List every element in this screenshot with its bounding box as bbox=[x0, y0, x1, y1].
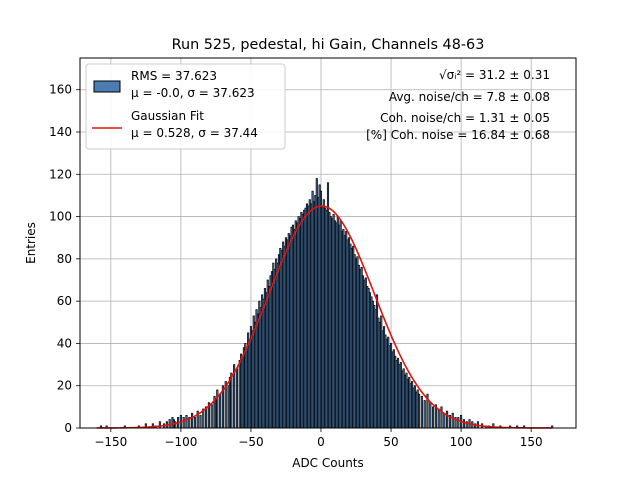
histogram-bar bbox=[235, 368, 238, 429]
histogram-bar bbox=[182, 417, 185, 429]
legend-fit-label-line2: μ = 0.528, σ = 37.44 bbox=[131, 126, 258, 140]
annotation-coh-noise-percent: [%] Coh. noise = 16.84 ± 0.68 bbox=[366, 128, 550, 142]
histogram-bar bbox=[230, 372, 233, 429]
x-tick-label: 0 bbox=[317, 435, 325, 449]
y-tick-label: 160 bbox=[49, 83, 72, 97]
annotation-avg-noise: Avg. noise/ch = 7.8 ± 0.08 bbox=[389, 90, 550, 104]
histogram-bar bbox=[420, 395, 423, 429]
y-tick-label: 80 bbox=[57, 252, 72, 266]
histogram-bar bbox=[451, 412, 454, 429]
histogram-bar bbox=[191, 412, 194, 429]
legend: RMS = 37.623 μ = -0.0, σ = 37.623 Gaussi… bbox=[85, 63, 286, 150]
y-tick-label: 40 bbox=[57, 336, 72, 350]
x-tick-label: −50 bbox=[238, 435, 263, 449]
histogram-bar bbox=[210, 404, 213, 429]
histogram-bar bbox=[185, 414, 188, 429]
histogram-bar bbox=[423, 400, 426, 429]
y-tick-label: 60 bbox=[57, 294, 72, 308]
histogram-bar bbox=[440, 406, 443, 429]
x-tick-label: 150 bbox=[520, 435, 543, 449]
noise-annotations: √σᵢ² = 31.2 ± 0.31 Avg. noise/ch = 7.8 ±… bbox=[366, 68, 550, 142]
annotation-coh-noise: Coh. noise/ch = 1.31 ± 0.05 bbox=[380, 111, 550, 125]
chart-title: Run 525, pedestal, hi Gain, Channels 48-… bbox=[172, 37, 485, 53]
legend-box bbox=[85, 63, 286, 150]
x-tick-label: −150 bbox=[94, 435, 127, 449]
histogram-bar bbox=[457, 417, 460, 429]
histogram-bar bbox=[443, 412, 446, 429]
histogram-bar bbox=[193, 417, 196, 429]
y-tick-label: 120 bbox=[49, 167, 72, 181]
histogram-bar bbox=[437, 408, 440, 429]
x-axis-ticks: −150 −100 −50 0 50 100 150 bbox=[94, 428, 543, 449]
histogram-bar bbox=[462, 419, 465, 429]
y-tick-label: 20 bbox=[57, 379, 72, 393]
annotation-sqrt-sigma: √σᵢ² = 31.2 ± 0.31 bbox=[439, 68, 550, 82]
histogram-bar bbox=[219, 393, 222, 429]
histogram-bar bbox=[432, 406, 435, 429]
y-axis-label: Entries bbox=[24, 222, 38, 264]
x-tick-label: −100 bbox=[164, 435, 197, 449]
histogram-bars bbox=[99, 178, 554, 429]
histogram-bar bbox=[429, 402, 432, 429]
x-tick-label: 100 bbox=[450, 435, 473, 449]
x-axis-label: ADC Counts bbox=[292, 456, 364, 470]
legend-histogram-label-line2: μ = -0.0, σ = 37.623 bbox=[131, 86, 255, 100]
x-tick-label: 50 bbox=[383, 435, 398, 449]
legend-histogram-label-line1: RMS = 37.623 bbox=[131, 69, 217, 83]
legend-histogram-patch bbox=[93, 80, 121, 93]
y-tick-label: 140 bbox=[49, 125, 72, 139]
histogram-bar bbox=[418, 393, 421, 429]
histogram-bar bbox=[199, 414, 202, 429]
histogram-bar bbox=[158, 421, 161, 429]
y-tick-label: 0 bbox=[64, 421, 72, 435]
gaussian-fit-curve bbox=[96, 205, 553, 429]
plot-area-frame bbox=[79, 57, 577, 429]
y-tick-label: 100 bbox=[49, 210, 72, 224]
legend-fit-label-line1: Gaussian Fit bbox=[131, 109, 204, 123]
histogram-bar bbox=[205, 406, 208, 429]
y-axis-ticks: 0 20 40 60 80 100 120 140 160 bbox=[49, 83, 80, 435]
histogram-bar bbox=[446, 410, 449, 429]
